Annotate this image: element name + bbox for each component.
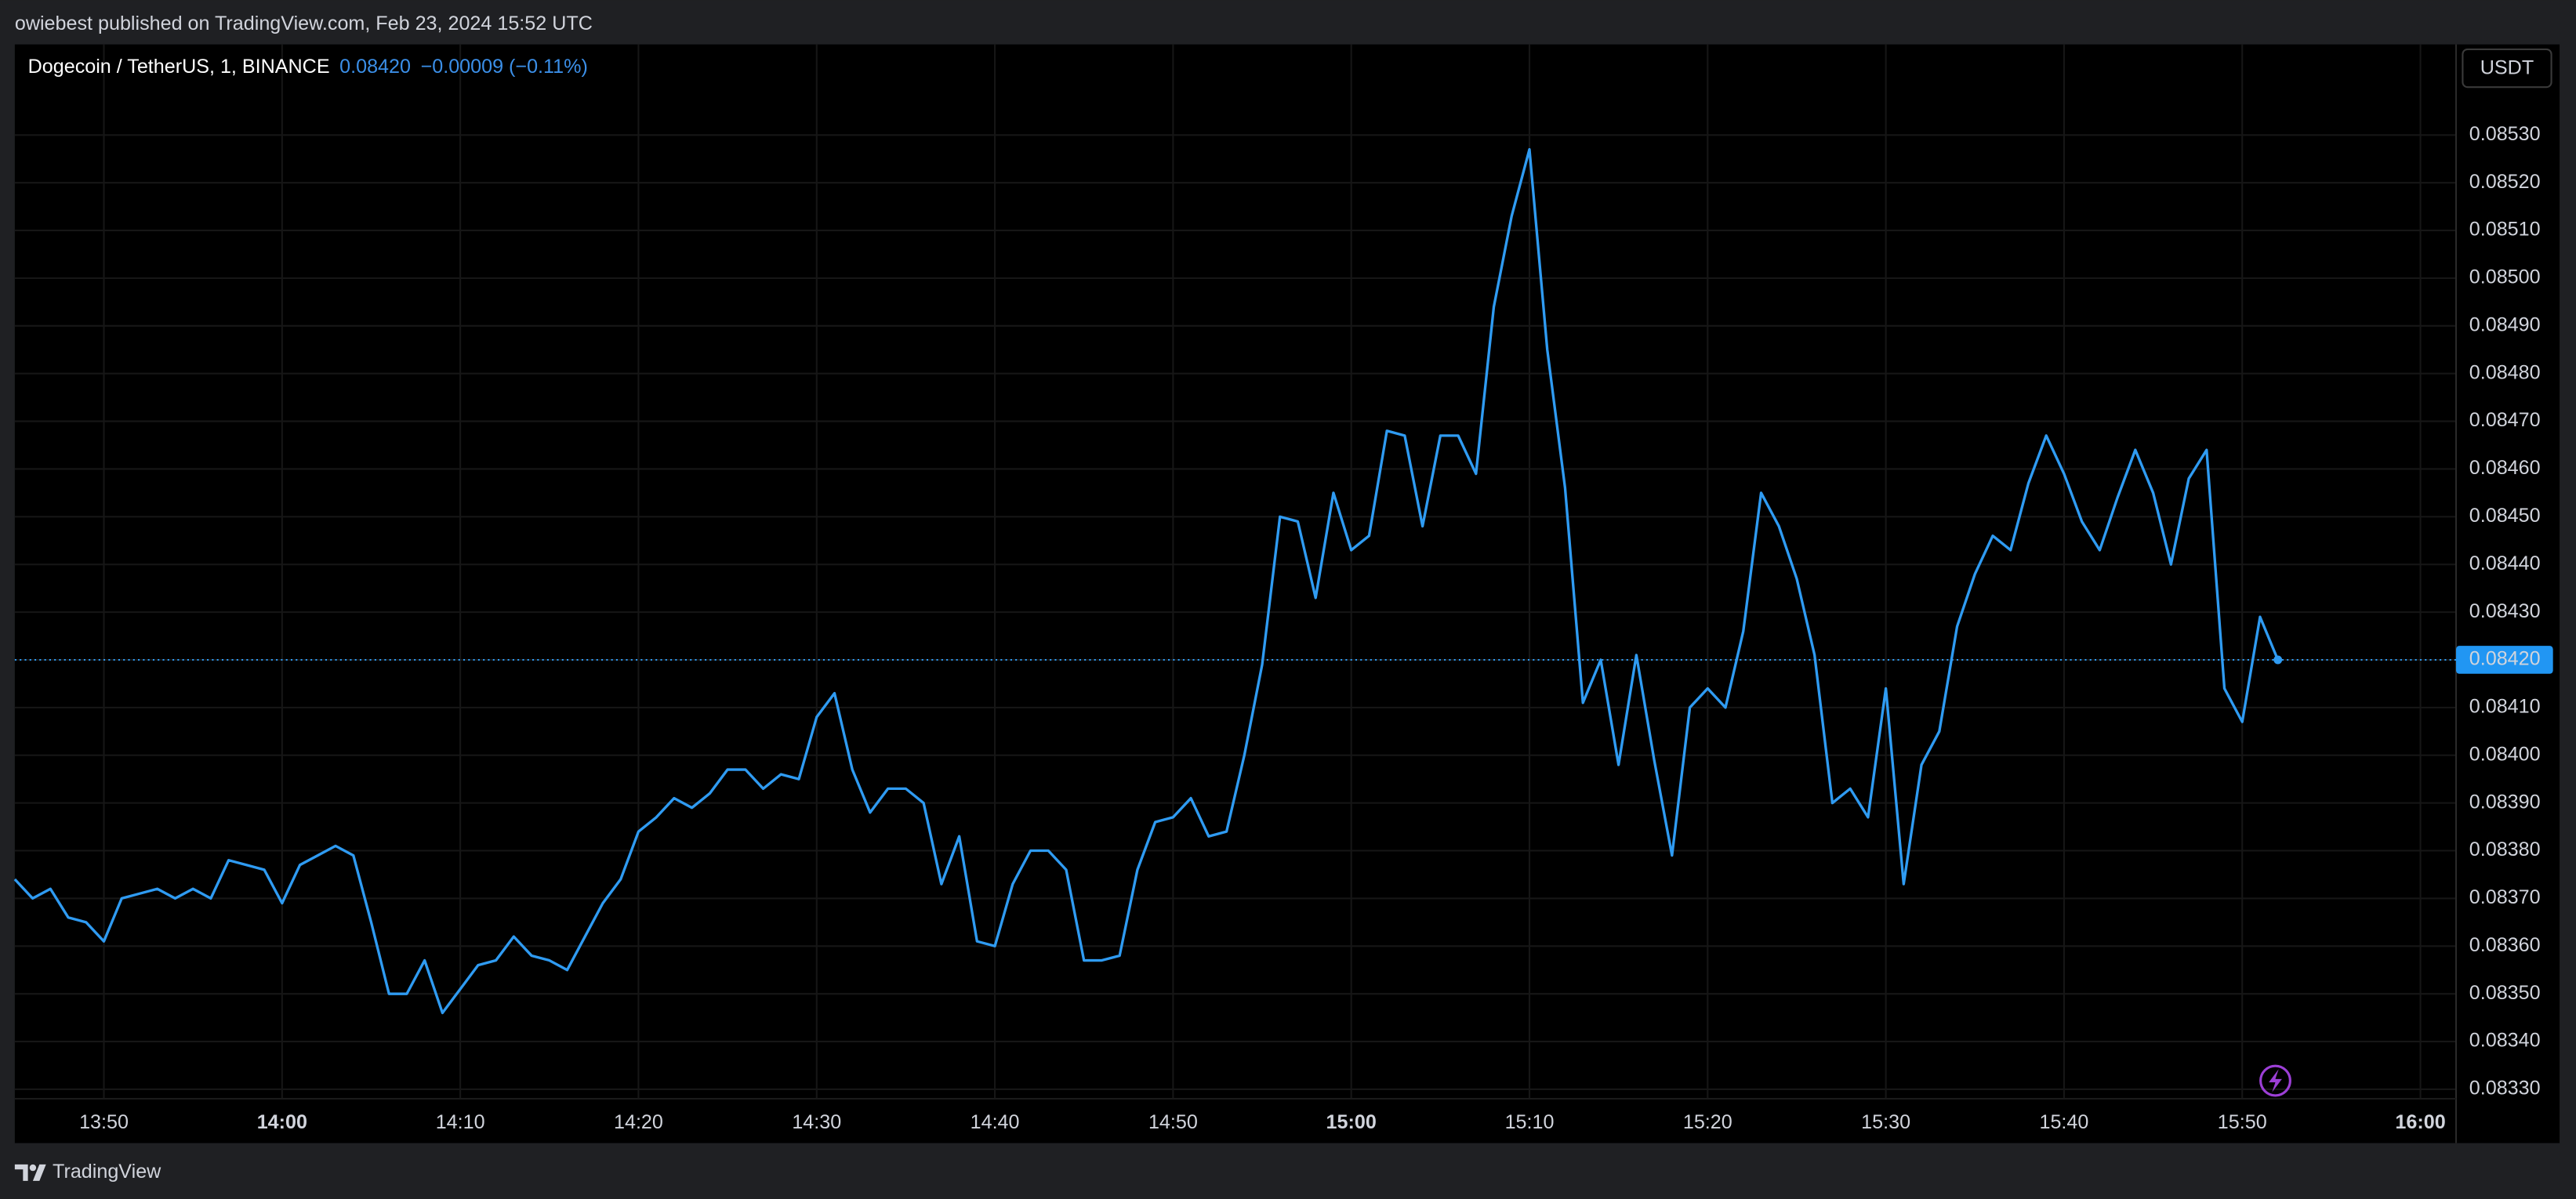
- currency-label[interactable]: USDT: [2480, 57, 2534, 79]
- x-tick-label: 14:40: [971, 1111, 1020, 1133]
- grid: [14, 44, 2457, 1099]
- logo-mark: [14, 1164, 46, 1181]
- y-tick-label: 0.08430: [2469, 600, 2541, 622]
- x-tick-label: 15:00: [1326, 1111, 1377, 1133]
- y-tick-label: 0.08500: [2469, 266, 2541, 288]
- x-tick-label: 14:10: [436, 1111, 485, 1133]
- y-tick-label: 0.08350: [2469, 982, 2541, 1004]
- y-tick-label: 0.08360: [2469, 934, 2541, 956]
- y-tick-label: 0.08470: [2469, 409, 2541, 431]
- y-tick-label: 0.08410: [2469, 696, 2541, 718]
- x-tick-label: 15:50: [2218, 1111, 2267, 1133]
- y-tick-label: 0.08510: [2469, 219, 2541, 241]
- legend-last: 0.08420: [339, 56, 411, 78]
- legend-change: −0.00009 (−0.11%): [421, 56, 588, 78]
- icon-bolt: [2269, 1069, 2282, 1092]
- chart-pane: [14, 44, 2560, 1143]
- x-tick-label: 14:20: [614, 1111, 663, 1133]
- footer-brand: TradingView: [53, 1161, 161, 1183]
- last-price-label: 0.08420: [2469, 648, 2541, 670]
- x-tick-label: 14:00: [257, 1111, 307, 1133]
- icon-circle: [2259, 1064, 2291, 1097]
- y-tick-label: 0.08340: [2469, 1030, 2541, 1052]
- x-tick-label: 15:20: [1683, 1111, 1732, 1133]
- legend: Dogecoin / TetherUS, 1, BINANCE 0.08420 −0…: [28, 56, 588, 78]
- footer-logo: [14, 1164, 46, 1181]
- y-tick-label: 0.08490: [2469, 313, 2541, 335]
- y-tick-label: 0.08330: [2469, 1078, 2541, 1099]
- x-tick-label: 15:10: [1505, 1111, 1555, 1133]
- x-tick-label: 16:00: [2395, 1111, 2445, 1133]
- x-tick-label: 14:30: [792, 1111, 841, 1133]
- y-tick-label: 0.08520: [2469, 171, 2541, 193]
- y-tick-label: 0.08390: [2469, 791, 2541, 813]
- y-tick-label: 0.08370: [2469, 886, 2541, 908]
- publish-header: owiebest published on TradingView.com, F…: [15, 13, 593, 34]
- logo-dot: [29, 1164, 37, 1172]
- legend-symbol: Dogecoin / TetherUS, 1, BINANCE: [28, 56, 330, 78]
- y-tick-label: 0.08440: [2469, 552, 2541, 574]
- x-tick-label: 15:40: [2039, 1111, 2088, 1133]
- price-line: [13, 147, 2280, 1015]
- x-tick-label: 14:50: [1148, 1111, 1198, 1133]
- y-tick-label: 0.08460: [2469, 457, 2541, 479]
- y-tick-label: 0.08450: [2469, 505, 2541, 527]
- y-tick-label: 0.08400: [2469, 743, 2541, 765]
- x-tick-label: 15:30: [1861, 1111, 1910, 1133]
- y-tick-label: 0.08530: [2469, 123, 2541, 145]
- plot: [13, 147, 2457, 1015]
- last-point: [2273, 655, 2283, 665]
- lightning-icon[interactable]: [2259, 1064, 2291, 1097]
- x-tick-label: 13:50: [79, 1111, 129, 1133]
- last-price-tag: [2456, 646, 2553, 674]
- y-tick-label: 0.08380: [2469, 839, 2541, 860]
- currency-button[interactable]: [2462, 48, 2552, 89]
- y-tick-label: 0.08480: [2469, 361, 2541, 383]
